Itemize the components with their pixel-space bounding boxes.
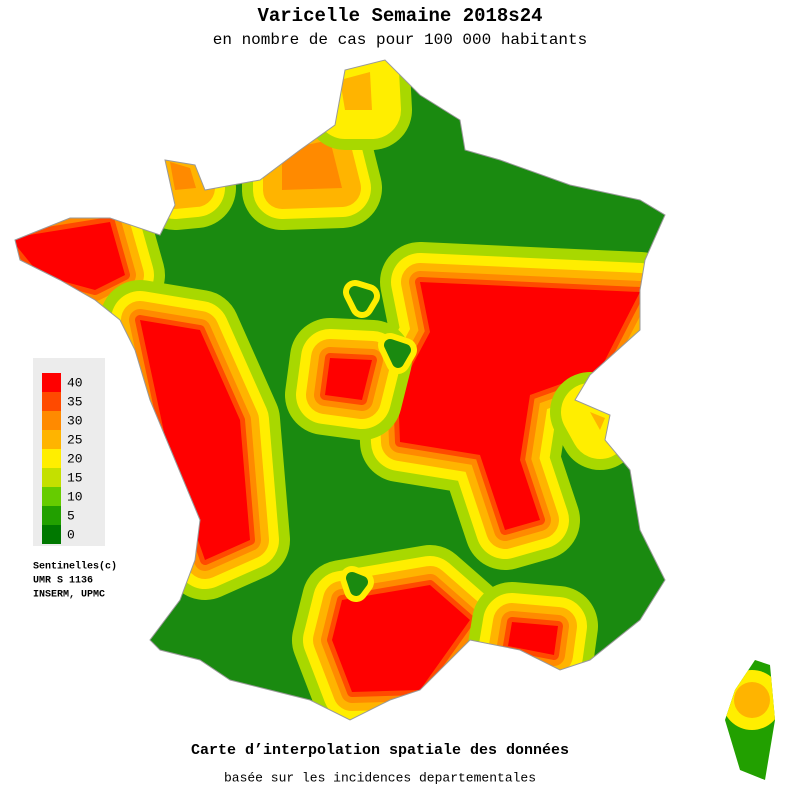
legend-swatch [42,525,61,544]
legend-swatch [42,411,61,430]
incidence-core [398,282,640,530]
corsica-area [734,682,770,718]
cool-core [346,572,368,596]
legend-label: 10 [67,489,83,504]
legend-label: 30 [67,413,83,428]
legend-swatch [42,449,61,468]
incidence-core [340,72,372,110]
cool-core [349,286,374,312]
legend-label: 25 [67,432,83,447]
cool-core [384,339,411,368]
legend-label: 35 [67,394,83,409]
incidence-core [170,162,196,190]
legend-label: 20 [67,451,83,466]
legend-label: 40 [67,375,83,390]
legend: 40 35 30 25 20 15 10 5 0 [42,373,83,544]
credit: INSERM, UPMC [33,590,105,601]
legend-swatch [42,487,61,506]
legend-swatch [42,392,61,411]
legend-label: 5 [67,508,75,523]
incidence-core [508,622,558,655]
incidence-core [332,585,470,692]
incidence-core [15,222,125,290]
legend-label: 0 [67,527,75,542]
legend-swatch [42,430,61,449]
title: Varicelle Semaine 2018s24 [257,5,542,27]
legend-swatch [42,506,61,525]
legend-swatch [42,373,61,392]
credit: UMR S 1136 [33,576,93,587]
legend-label: 15 [67,470,83,485]
subtitle: en nombre de cas pour 100 000 habitants [213,31,587,49]
credit: Sentinelles(c) [33,561,117,573]
footer-subtitle: basée sur les incidences departementales [224,770,536,785]
incidence-areas [15,60,665,720]
legend-swatch [42,468,61,487]
footer-title: Carte d’interpolation spatiale des donné… [191,742,569,759]
incidence-core [140,320,250,560]
corsica [725,660,775,780]
incidence-core [590,412,605,430]
incidence-core [325,358,372,400]
